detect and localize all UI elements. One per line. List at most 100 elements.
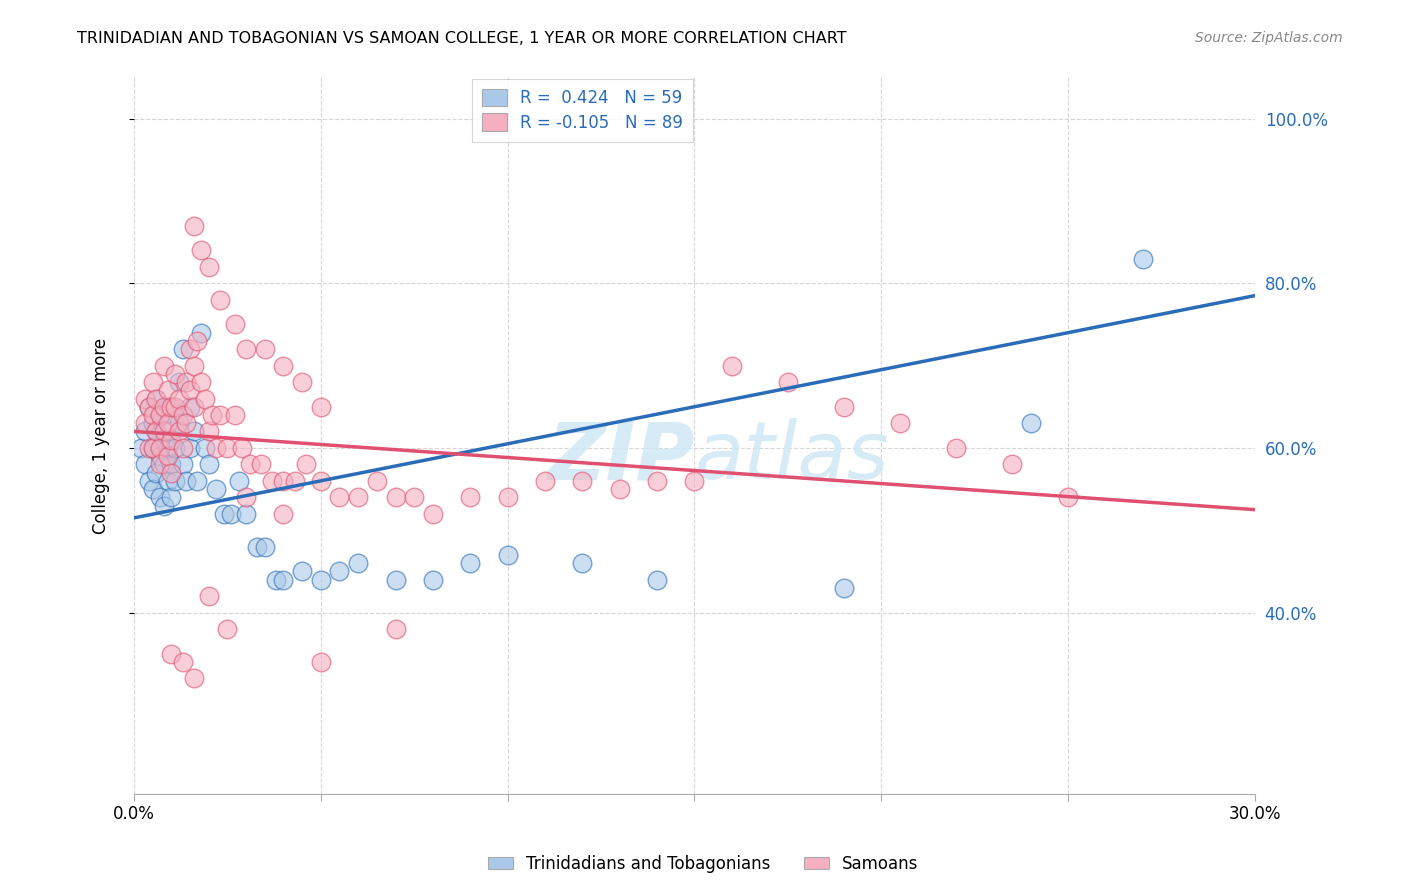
Point — [309, 400, 332, 414]
Point — [496, 491, 519, 505]
Point — [142, 408, 165, 422]
Point — [174, 416, 197, 430]
Point — [179, 342, 201, 356]
Point — [197, 260, 219, 274]
Point — [172, 441, 194, 455]
Point — [134, 416, 156, 430]
Point — [1057, 491, 1080, 505]
Point — [190, 326, 212, 340]
Point — [167, 392, 190, 406]
Point — [197, 425, 219, 439]
Point — [217, 441, 239, 455]
Text: Source: ZipAtlas.com: Source: ZipAtlas.com — [1195, 31, 1343, 45]
Point — [201, 408, 224, 422]
Point — [224, 318, 246, 332]
Point — [163, 441, 186, 455]
Point — [183, 400, 205, 414]
Point — [153, 499, 176, 513]
Point — [197, 589, 219, 603]
Point — [205, 482, 228, 496]
Point — [571, 556, 593, 570]
Point — [160, 400, 183, 414]
Legend: Trinidadians and Tobagonians, Samoans: Trinidadians and Tobagonians, Samoans — [481, 848, 925, 880]
Point — [832, 400, 855, 414]
Point — [156, 474, 179, 488]
Point — [160, 433, 183, 447]
Point — [208, 293, 231, 307]
Point — [183, 672, 205, 686]
Point — [163, 400, 186, 414]
Point — [138, 474, 160, 488]
Point — [138, 400, 160, 414]
Point — [172, 408, 194, 422]
Point — [458, 491, 481, 505]
Point — [174, 375, 197, 389]
Point — [138, 441, 160, 455]
Point — [309, 655, 332, 669]
Point — [309, 573, 332, 587]
Point — [609, 482, 631, 496]
Point — [384, 622, 406, 636]
Point — [250, 458, 273, 472]
Point — [217, 622, 239, 636]
Point — [156, 400, 179, 414]
Point — [183, 219, 205, 233]
Point — [145, 392, 167, 406]
Point — [179, 441, 201, 455]
Text: TRINIDADIAN AND TOBAGONIAN VS SAMOAN COLLEGE, 1 YEAR OR MORE CORRELATION CHART: TRINIDADIAN AND TOBAGONIAN VS SAMOAN COL… — [77, 31, 846, 46]
Point — [205, 441, 228, 455]
Point — [142, 441, 165, 455]
Point — [142, 482, 165, 496]
Point — [645, 573, 668, 587]
Point — [366, 474, 388, 488]
Point — [235, 507, 257, 521]
Point — [156, 384, 179, 398]
Text: atlas: atlas — [695, 418, 889, 496]
Point — [239, 458, 262, 472]
Point — [246, 540, 269, 554]
Point — [284, 474, 307, 488]
Point — [1001, 458, 1024, 472]
Point — [172, 655, 194, 669]
Point — [134, 458, 156, 472]
Point — [160, 425, 183, 439]
Point — [273, 474, 295, 488]
Point — [160, 466, 183, 480]
Point — [153, 359, 176, 373]
Point — [149, 408, 172, 422]
Point — [149, 491, 172, 505]
Point — [224, 408, 246, 422]
Point — [186, 474, 208, 488]
Point — [145, 425, 167, 439]
Point — [231, 441, 253, 455]
Point — [291, 565, 314, 579]
Point — [160, 647, 183, 661]
Point — [253, 540, 276, 554]
Point — [131, 441, 153, 455]
Point — [142, 416, 165, 430]
Point — [156, 441, 179, 455]
Point — [422, 573, 444, 587]
Point — [190, 375, 212, 389]
Point — [145, 425, 167, 439]
Point — [160, 458, 183, 472]
Point — [174, 474, 197, 488]
Point — [186, 334, 208, 348]
Legend: R =  0.424   N = 59, R = -0.105   N = 89: R = 0.424 N = 59, R = -0.105 N = 89 — [472, 78, 693, 142]
Point — [262, 474, 284, 488]
Point — [384, 573, 406, 587]
Point — [208, 408, 231, 422]
Point — [228, 474, 250, 488]
Point — [235, 491, 257, 505]
Point — [163, 367, 186, 381]
Point — [156, 449, 179, 463]
Point — [197, 458, 219, 472]
Point — [291, 375, 314, 389]
Point — [183, 425, 205, 439]
Point — [253, 342, 276, 356]
Point — [1019, 416, 1042, 430]
Point — [163, 474, 186, 488]
Point — [160, 491, 183, 505]
Point — [145, 392, 167, 406]
Point — [347, 556, 370, 570]
